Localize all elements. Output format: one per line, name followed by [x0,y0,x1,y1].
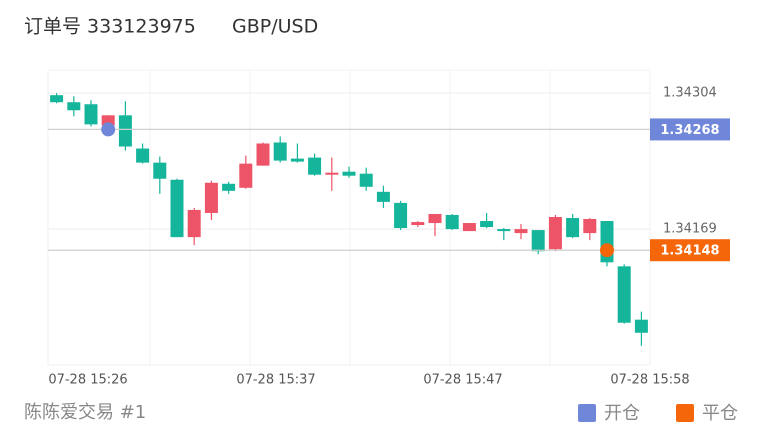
price-box [650,118,730,141]
x-tick-label: 07-28 15:47 [423,373,502,388]
candle-body [239,163,253,188]
price-label: 1.34268 [660,123,719,138]
legend-swatch [578,404,596,422]
candle-body [136,148,150,163]
candle-body [376,191,390,202]
order-label: 订单号 333123975 [24,16,196,38]
trade-marker [600,243,614,258]
x-tick-label: 07-28 15:26 [48,373,127,388]
legend-label: 平仓 [702,403,738,424]
candle-body [445,214,459,230]
candle-body [290,158,304,162]
candle-body [50,95,64,103]
candle-body [101,115,115,126]
candle-body [497,229,511,232]
candle-body [256,143,270,166]
candle-body [566,218,580,238]
trade-marker [101,122,116,137]
candle-body [118,115,132,147]
candle-body [462,223,476,232]
candle-body [187,209,201,238]
candle-body [548,216,562,250]
candle-body [531,230,545,252]
y-tick-label: 1.34169 [663,222,717,237]
candle-body [359,173,373,187]
candle-body [514,229,528,234]
candle-body [308,157,322,175]
candle-body [67,102,81,111]
legend-swatch [676,404,694,422]
candle-body [325,172,339,175]
y-tick-label: 1.34304 [663,86,717,101]
price-box [650,239,730,262]
candle-body [273,142,287,161]
candle-body [428,213,442,224]
candle-body [394,202,408,229]
candle-body [583,219,597,234]
candle-body [84,104,98,125]
candle-body [342,171,356,176]
legend-label: 开仓 [604,403,640,424]
candle-body [153,162,167,179]
symbol: GBP/USD [232,16,318,38]
candle-body [411,222,425,226]
price-label: 1.34148 [660,244,719,259]
candle-body [170,179,184,238]
candle-body [222,183,236,191]
x-tick-label: 07-28 15:37 [236,373,315,388]
candle-body [617,266,631,323]
candle-body [480,221,494,228]
candle-body [204,182,218,213]
footer: 陈陈爱交易 #1 [24,402,146,423]
x-tick-label: 07-28 15:58 [610,373,689,388]
candle-body [634,319,648,333]
